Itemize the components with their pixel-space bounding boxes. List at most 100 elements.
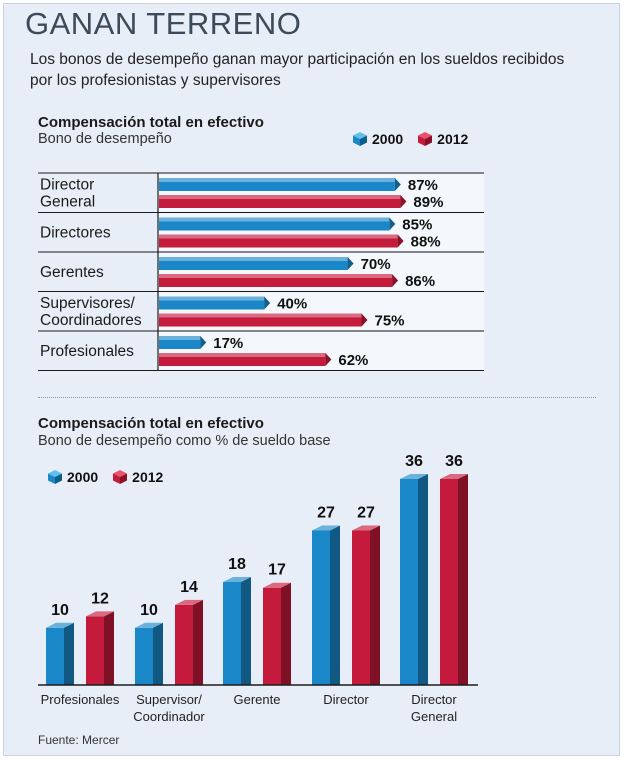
headline: GANAN TERRENO — [25, 6, 302, 41]
cube-icon-2000 — [48, 470, 62, 484]
column-top-2000 — [223, 577, 251, 582]
section1-subtitle: Bono de desempeño — [38, 131, 172, 147]
bar-tip-2012 — [361, 313, 368, 327]
bar-highlight-2000 — [159, 217, 390, 222]
bar-tip-2000 — [389, 217, 396, 231]
category-label: General — [40, 193, 95, 210]
bar-tip-2000 — [347, 257, 354, 270]
column-side-2000 — [64, 622, 74, 685]
bar-tip-2000 — [264, 296, 271, 310]
data-label-2000: 10 — [140, 602, 158, 619]
cube-icon-2000 — [353, 132, 367, 146]
bar-tip-2012 — [397, 234, 404, 248]
legend-label-2012: 2012 — [437, 131, 469, 147]
data-label-2012: 86% — [405, 273, 435, 290]
category-label: Supervisores/ — [40, 295, 135, 312]
column-side-2000 — [330, 525, 340, 685]
legend-label-2000: 2000 — [372, 131, 404, 147]
vertical-bar-chart: 10 12 Profesionales 10 14 Supervisor/Coordina… — [38, 453, 478, 724]
category-label: Director — [323, 692, 369, 707]
bar-highlight-2012 — [159, 274, 393, 278]
data-label-2012: 88% — [411, 234, 441, 251]
bar-highlight-2000 — [159, 257, 348, 261]
bar-tip-2000 — [200, 336, 207, 349]
divider — [38, 397, 596, 398]
legend-item-2000: 2000 — [352, 131, 403, 147]
category-label: Gerentes — [40, 264, 104, 281]
data-label-2012: 17 — [268, 562, 286, 579]
column-side-2012 — [458, 474, 468, 685]
data-label-2000: 27 — [317, 505, 335, 522]
category-label: Director — [411, 692, 457, 707]
bar-tip-2012 — [400, 195, 407, 208]
column-2012 — [263, 587, 281, 685]
column-side-2000 — [418, 474, 428, 685]
data-label-2000: 18 — [228, 556, 246, 573]
category-label: Coordinador — [133, 709, 205, 724]
category-label: Supervisor/ — [136, 692, 202, 707]
data-label-2012: 75% — [375, 313, 405, 330]
column-top-2012 — [352, 525, 380, 531]
bar-highlight-2012 — [159, 234, 398, 239]
column-side-2012 — [104, 611, 114, 685]
data-label-2000: 40% — [277, 296, 307, 313]
category-label: Coordinadores — [40, 312, 142, 329]
legend2-item-2000: 2000 — [47, 469, 98, 485]
column-2012 — [175, 604, 193, 685]
section1-legend: 2000 2012 — [352, 131, 476, 147]
data-label-2000: 85% — [402, 217, 432, 234]
column-2000 — [312, 530, 330, 685]
column-top-2000 — [312, 525, 340, 531]
category-label: Gerente — [234, 692, 281, 707]
column-2012 — [440, 479, 458, 685]
bar-highlight-2012 — [159, 313, 362, 318]
subtitle: Los bonos de desempeño ganan mayor parti… — [30, 51, 565, 89]
column-side-2012 — [281, 582, 291, 685]
bar-highlight-2012 — [159, 353, 326, 357]
column-side-2012 — [193, 599, 203, 685]
data-label-2000: 70% — [361, 256, 391, 273]
column-top-2012 — [440, 474, 468, 479]
legend2-label-2000: 2000 — [67, 469, 99, 485]
category-label: General — [411, 709, 457, 724]
column-top-2000 — [400, 474, 428, 479]
column-top-2012 — [263, 582, 291, 588]
column-top-2012 — [86, 611, 114, 617]
cube-icon-2012 — [418, 132, 433, 146]
column-side-2000 — [153, 622, 163, 685]
data-label-2012: 27 — [357, 505, 375, 522]
column-2012 — [352, 530, 370, 685]
section2-title: Compensación total en efectivo — [38, 415, 264, 432]
section2-legend: 2000 2012 — [47, 469, 171, 485]
data-label-2000: 36 — [405, 453, 423, 470]
data-label-2000: 10 — [51, 602, 69, 619]
legend-item-2012: 2012 — [417, 131, 468, 147]
legend2-item-2012: 2012 — [112, 469, 163, 485]
section2-subtitle: Bono de desempeño como % de sueldo base — [38, 433, 331, 449]
data-label-2012: 12 — [91, 590, 109, 607]
column-side-2000 — [241, 577, 251, 685]
data-label-2000: 87% — [408, 177, 438, 194]
data-label-2012: 36 — [445, 453, 463, 470]
column-top-2000 — [46, 622, 74, 628]
cube-icon-2012 — [113, 470, 128, 484]
bar-tip-2012 — [392, 274, 399, 287]
column-top-2012 — [175, 599, 203, 605]
column-side-2012 — [370, 525, 380, 685]
bar-highlight-2000 — [159, 336, 201, 340]
column-2000 — [223, 582, 241, 685]
data-label-2012: 14 — [180, 579, 198, 596]
column-2000 — [46, 627, 64, 685]
column-2000 — [400, 479, 418, 685]
column-2000 — [135, 627, 153, 685]
category-label: Profesionales — [40, 343, 134, 360]
source-note: Fuente: Mercer — [38, 733, 120, 747]
data-label-2000: 17% — [213, 335, 243, 352]
bar-highlight-2000 — [159, 178, 395, 182]
bar-tip-2012 — [325, 353, 332, 366]
legend2-label-2012: 2012 — [132, 469, 164, 485]
column-top-2000 — [135, 622, 163, 628]
section1-title: Compensación total en efectivo — [38, 114, 264, 131]
bar-tip-2000 — [394, 178, 401, 191]
